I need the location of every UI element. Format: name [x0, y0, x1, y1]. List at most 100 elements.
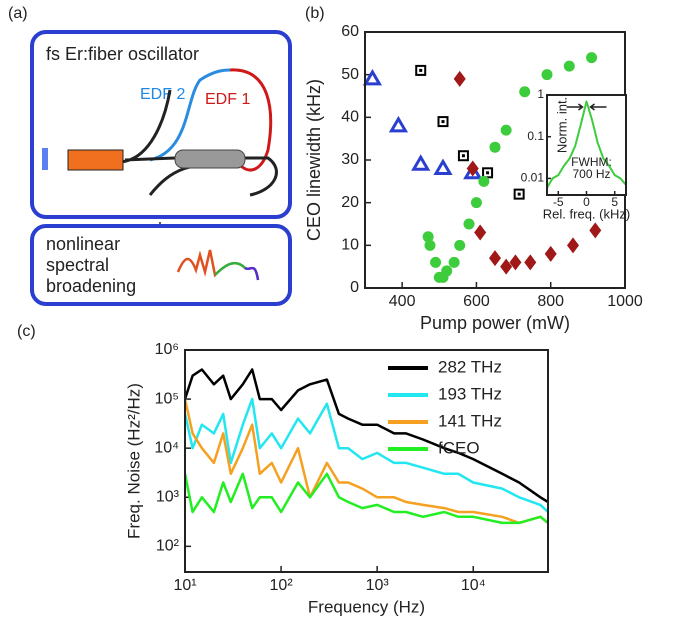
point [567, 237, 579, 254]
x-tick-label: 10² [270, 577, 294, 594]
point [586, 52, 598, 64]
series-line [185, 398, 548, 525]
point [563, 60, 575, 72]
point-dot [517, 192, 521, 196]
point [448, 256, 460, 268]
legend-label: 193 THz [438, 384, 502, 403]
y-tick-label: 10² [156, 538, 180, 555]
y-tick-label: 30 [341, 151, 359, 168]
fiber [149, 68, 231, 162]
x-tick-label: 600 [463, 293, 490, 310]
fiber [119, 89, 278, 197]
y-tick-label: 0.1 [527, 129, 544, 143]
series-line [185, 397, 548, 513]
point-dot [441, 120, 445, 124]
series-line [547, 100, 626, 189]
point [388, 115, 409, 133]
x-tick-label: 10¹ [173, 577, 196, 594]
point-dot [486, 171, 490, 175]
x-tick-label: 1000 [607, 293, 643, 310]
chart: 10¹ 10² 10³ 10⁴ 10² 10³ 10⁴ 10⁵ 10⁶ Frequency (Hz… [17, 323, 549, 616]
point [466, 160, 479, 177]
panel-label: (c) [17, 323, 36, 340]
x-tick-label: 0 [583, 195, 590, 209]
point [362, 68, 383, 86]
laser-diode [67, 149, 124, 171]
y-tick-label: 1 [537, 87, 544, 101]
point [415, 64, 427, 76]
y-tick-label: 10 [341, 237, 359, 254]
panel-a: (a) fs Er:fiber oscillator EDF 2 EDF 1 n… [8, 5, 292, 306]
axes-frame [184, 349, 549, 573]
panel-label: (b) [305, 5, 325, 22]
point [524, 254, 537, 271]
y-tick-label: 0.01 [521, 171, 545, 185]
point-dot [461, 154, 465, 158]
spectrum [214, 261, 246, 276]
y-axis-label: Norm. int. [554, 97, 569, 153]
point-dot [419, 68, 423, 72]
y-tick-label: 20 [341, 194, 359, 211]
point [513, 188, 525, 200]
y-axis-label: CEO linewidth (kHz) [304, 79, 324, 241]
x-tick-label: 800 [537, 293, 564, 310]
x-tick-label: 5 [611, 195, 618, 209]
point [430, 256, 442, 268]
y-tick-label: 0 [350, 279, 359, 296]
chart: -5 0 5 0.01 0.1 1 Rel. freq. (kHz) Norm. int.FW… [521, 87, 631, 221]
point [424, 239, 436, 251]
x-axis-label: Rel. freq. (kHz) [543, 206, 630, 221]
point [470, 197, 482, 209]
point [489, 141, 501, 153]
point [541, 69, 553, 81]
y-tick-label: 10⁴ [154, 439, 179, 456]
series-line [185, 472, 548, 525]
fiber [229, 68, 273, 172]
legend-label: 141 THz [438, 411, 502, 430]
point [509, 254, 522, 271]
point [500, 124, 512, 136]
axes-frame [546, 94, 627, 196]
point [463, 218, 475, 230]
point [411, 154, 431, 171]
point [453, 70, 466, 87]
plot-area [185, 350, 548, 572]
point [544, 245, 557, 262]
point [500, 258, 513, 275]
series-line [185, 368, 548, 504]
x-tick-label: 10⁴ [461, 577, 486, 594]
y-axis-label: Freq. Noise (Hz²/Hz) [124, 383, 143, 539]
point [433, 158, 453, 176]
point [437, 116, 449, 128]
oscillator-label: fs Er:fiber oscillator [46, 44, 199, 64]
fwhm-arrows [566, 103, 607, 111]
panel-label: (a) [8, 5, 28, 22]
annotation: FWHM: [571, 155, 612, 169]
point [519, 86, 531, 98]
point [589, 222, 602, 239]
plot-area [547, 95, 626, 195]
y-tick-label: 10⁵ [155, 390, 179, 407]
spectrum [244, 266, 260, 281]
edf1-label: EDF 1 [205, 91, 250, 108]
point [489, 250, 501, 267]
point [422, 231, 434, 243]
point [457, 150, 469, 162]
x-tick-label: 400 [389, 293, 416, 310]
annotation: 700 Hz [572, 167, 610, 181]
point [454, 239, 466, 251]
x-axis-label: Pump power (mW) [420, 313, 570, 333]
broadening-label: spectral [46, 255, 109, 275]
x-tick-label: -5 [553, 195, 564, 209]
wdm [174, 149, 246, 169]
x-tick-label: 10³ [366, 577, 390, 594]
broadening-label: nonlinear [46, 234, 120, 254]
y-tick-label: 10⁶ [155, 341, 179, 358]
point [478, 175, 490, 187]
mirror [42, 148, 48, 170]
legend-label: 282 THz [438, 357, 502, 376]
legend-label: fCEO [438, 438, 480, 457]
y-tick-label: 50 [341, 66, 359, 83]
broadening-box [30, 224, 292, 306]
